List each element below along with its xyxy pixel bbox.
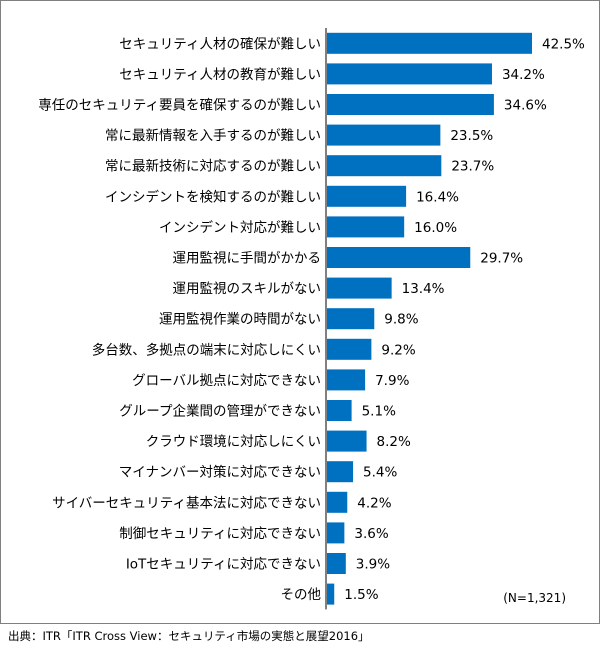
bar — [327, 338, 372, 360]
bar — [327, 522, 345, 544]
category-label: セキュリティ人材の教育が難しい — [119, 67, 321, 83]
value-label: 1.5% — [344, 587, 378, 603]
category-label: クラウド環境に対応しにくい — [146, 434, 321, 450]
source-citation: 出典：ITR「ITR Cross View：セキュリティ市場の実態と展望2016… — [8, 629, 370, 643]
value-label: 23.7% — [451, 159, 494, 175]
category-label: グループ企業間の管理ができない — [119, 403, 321, 420]
bar — [327, 277, 392, 299]
category-label: サイバーセキュリティ基本法に対応できない — [52, 494, 321, 511]
value-label: 4.2% — [357, 495, 391, 511]
value-label: 13.4% — [402, 281, 445, 297]
bar — [327, 185, 407, 207]
value-label: 23.5% — [450, 128, 493, 144]
category-label: 専任のセキュリティ要員を確保するのが難しい — [38, 98, 321, 114]
bar — [327, 155, 442, 177]
value-label: 5.4% — [363, 465, 397, 481]
value-label: 3.9% — [356, 557, 390, 573]
category-label: 常に最新技術に対応するのが難しい — [105, 159, 321, 175]
value-label: 9.8% — [384, 312, 418, 328]
bar — [327, 32, 532, 54]
value-label: 7.9% — [375, 373, 409, 389]
value-label: 42.5% — [542, 36, 585, 52]
value-label: 16.4% — [416, 189, 459, 205]
value-label: 9.2% — [381, 342, 415, 358]
category-label: 運用監視作業の時間がない — [159, 311, 321, 328]
bar — [327, 491, 348, 513]
value-label: 29.7% — [480, 251, 523, 267]
value-label: 16.0% — [414, 220, 457, 236]
value-label: 3.6% — [354, 526, 388, 542]
category-label: IoTセキュリティに対応できない — [126, 557, 321, 573]
category-label: インシデント対応が難しい — [159, 219, 321, 236]
bar — [327, 369, 366, 391]
bar — [327, 247, 471, 268]
sample-size-note: (N=1,321) — [503, 591, 566, 605]
bar — [327, 583, 335, 605]
category-label: セキュリティ人材の確保が難しい — [119, 36, 321, 52]
category-label: グローバル拠点に対応できない — [132, 373, 321, 389]
value-label: 5.1% — [362, 404, 396, 420]
category-label: マイナンバー対策に対応できない — [119, 464, 321, 481]
category-label: その他 — [281, 587, 322, 603]
bar — [327, 553, 346, 574]
bar — [327, 94, 494, 115]
bar — [327, 430, 367, 452]
bar-chart: セキュリティ人材の確保が難しい 42.5% セキュリティ人材の教育が難しい 34.2%… — [38, 28, 585, 610]
category-label: 運用監視に手間がかかる — [173, 250, 322, 267]
bar — [327, 63, 492, 85]
bar — [327, 308, 375, 330]
category-label: 多台数、多拠点の端末に対応しにくい — [92, 341, 321, 358]
value-label: 34.2% — [502, 67, 545, 83]
value-label: 8.2% — [377, 434, 411, 450]
bar — [327, 216, 405, 238]
value-label: 34.6% — [504, 98, 547, 114]
category-label: インシデントを検知するのが難しい — [105, 188, 321, 205]
category-label: 運用監視のスキルがない — [173, 280, 322, 297]
bar — [327, 124, 441, 146]
bar — [327, 400, 352, 421]
bar — [327, 461, 354, 483]
category-label: 制御セキュリティに対応できない — [119, 526, 321, 542]
category-label: 常に最新情報を入手するのが難しい — [105, 128, 321, 144]
